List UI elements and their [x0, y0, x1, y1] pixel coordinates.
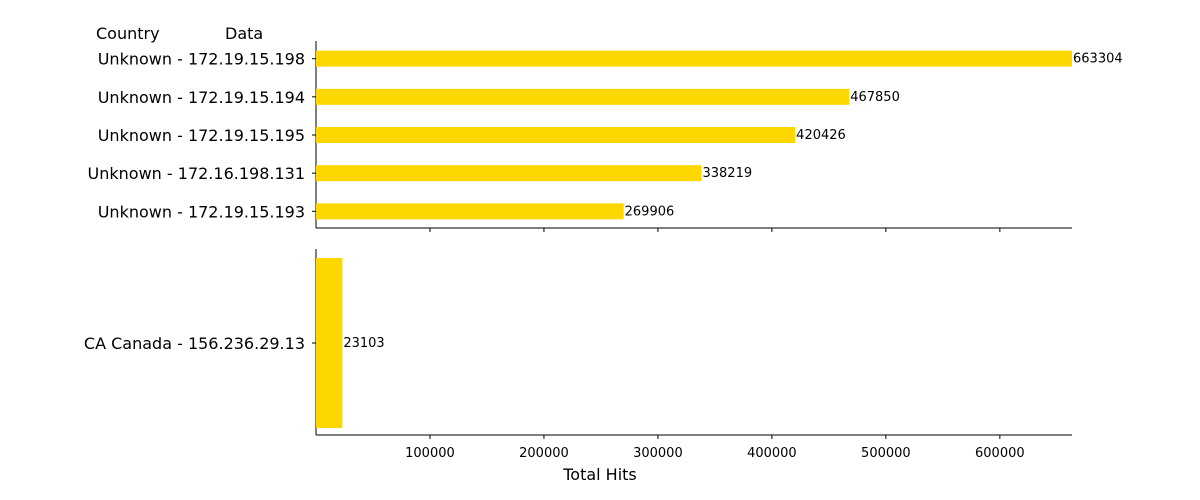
x-tick-label: 500000	[861, 446, 911, 461]
x-tick-label: 400000	[747, 446, 797, 461]
value-label: 269906	[625, 204, 675, 219]
category-label: Unknown - 172.19.15.195	[98, 126, 305, 145]
bar	[316, 127, 796, 143]
category-label: Unknown - 172.19.15.198	[98, 50, 305, 69]
bar	[316, 50, 1072, 67]
x-tick-label: 300000	[633, 446, 683, 461]
value-label: 467850	[850, 90, 900, 105]
x-tick-label: 600000	[975, 446, 1025, 461]
x-tick-label: 200000	[519, 446, 569, 461]
chart-panels: Unknown - 172.19.15.198 663304 Unknown - 1…	[84, 41, 1123, 439]
category-label: CA Canada - 156.236.29.13	[84, 334, 305, 353]
x-tick-label: 100000	[405, 446, 455, 461]
value-label: 338219	[702, 166, 752, 181]
header-data: Data	[225, 24, 263, 43]
bar	[316, 203, 624, 220]
category-label: Unknown - 172.16.198.131	[88, 164, 305, 183]
bar	[316, 165, 702, 182]
bar	[316, 258, 343, 428]
panel-2: CA Canada - 156.236.29.13 23103	[84, 249, 1072, 439]
value-label: 663304	[1073, 52, 1123, 67]
category-label: Unknown - 172.19.15.193	[98, 202, 305, 221]
panel-1: Unknown - 172.19.15.198 663304 Unknown - 1…	[88, 41, 1123, 232]
header-country: Country	[96, 24, 160, 43]
x-axis: 100000 200000 300000 400000 500000 600000	[405, 446, 1025, 461]
category-label: Unknown - 172.19.15.194	[98, 88, 305, 107]
bar	[316, 88, 850, 105]
value-label: 23103	[343, 336, 384, 351]
value-label: 420426	[796, 128, 846, 143]
x-axis-title: Total Hits	[562, 465, 637, 484]
